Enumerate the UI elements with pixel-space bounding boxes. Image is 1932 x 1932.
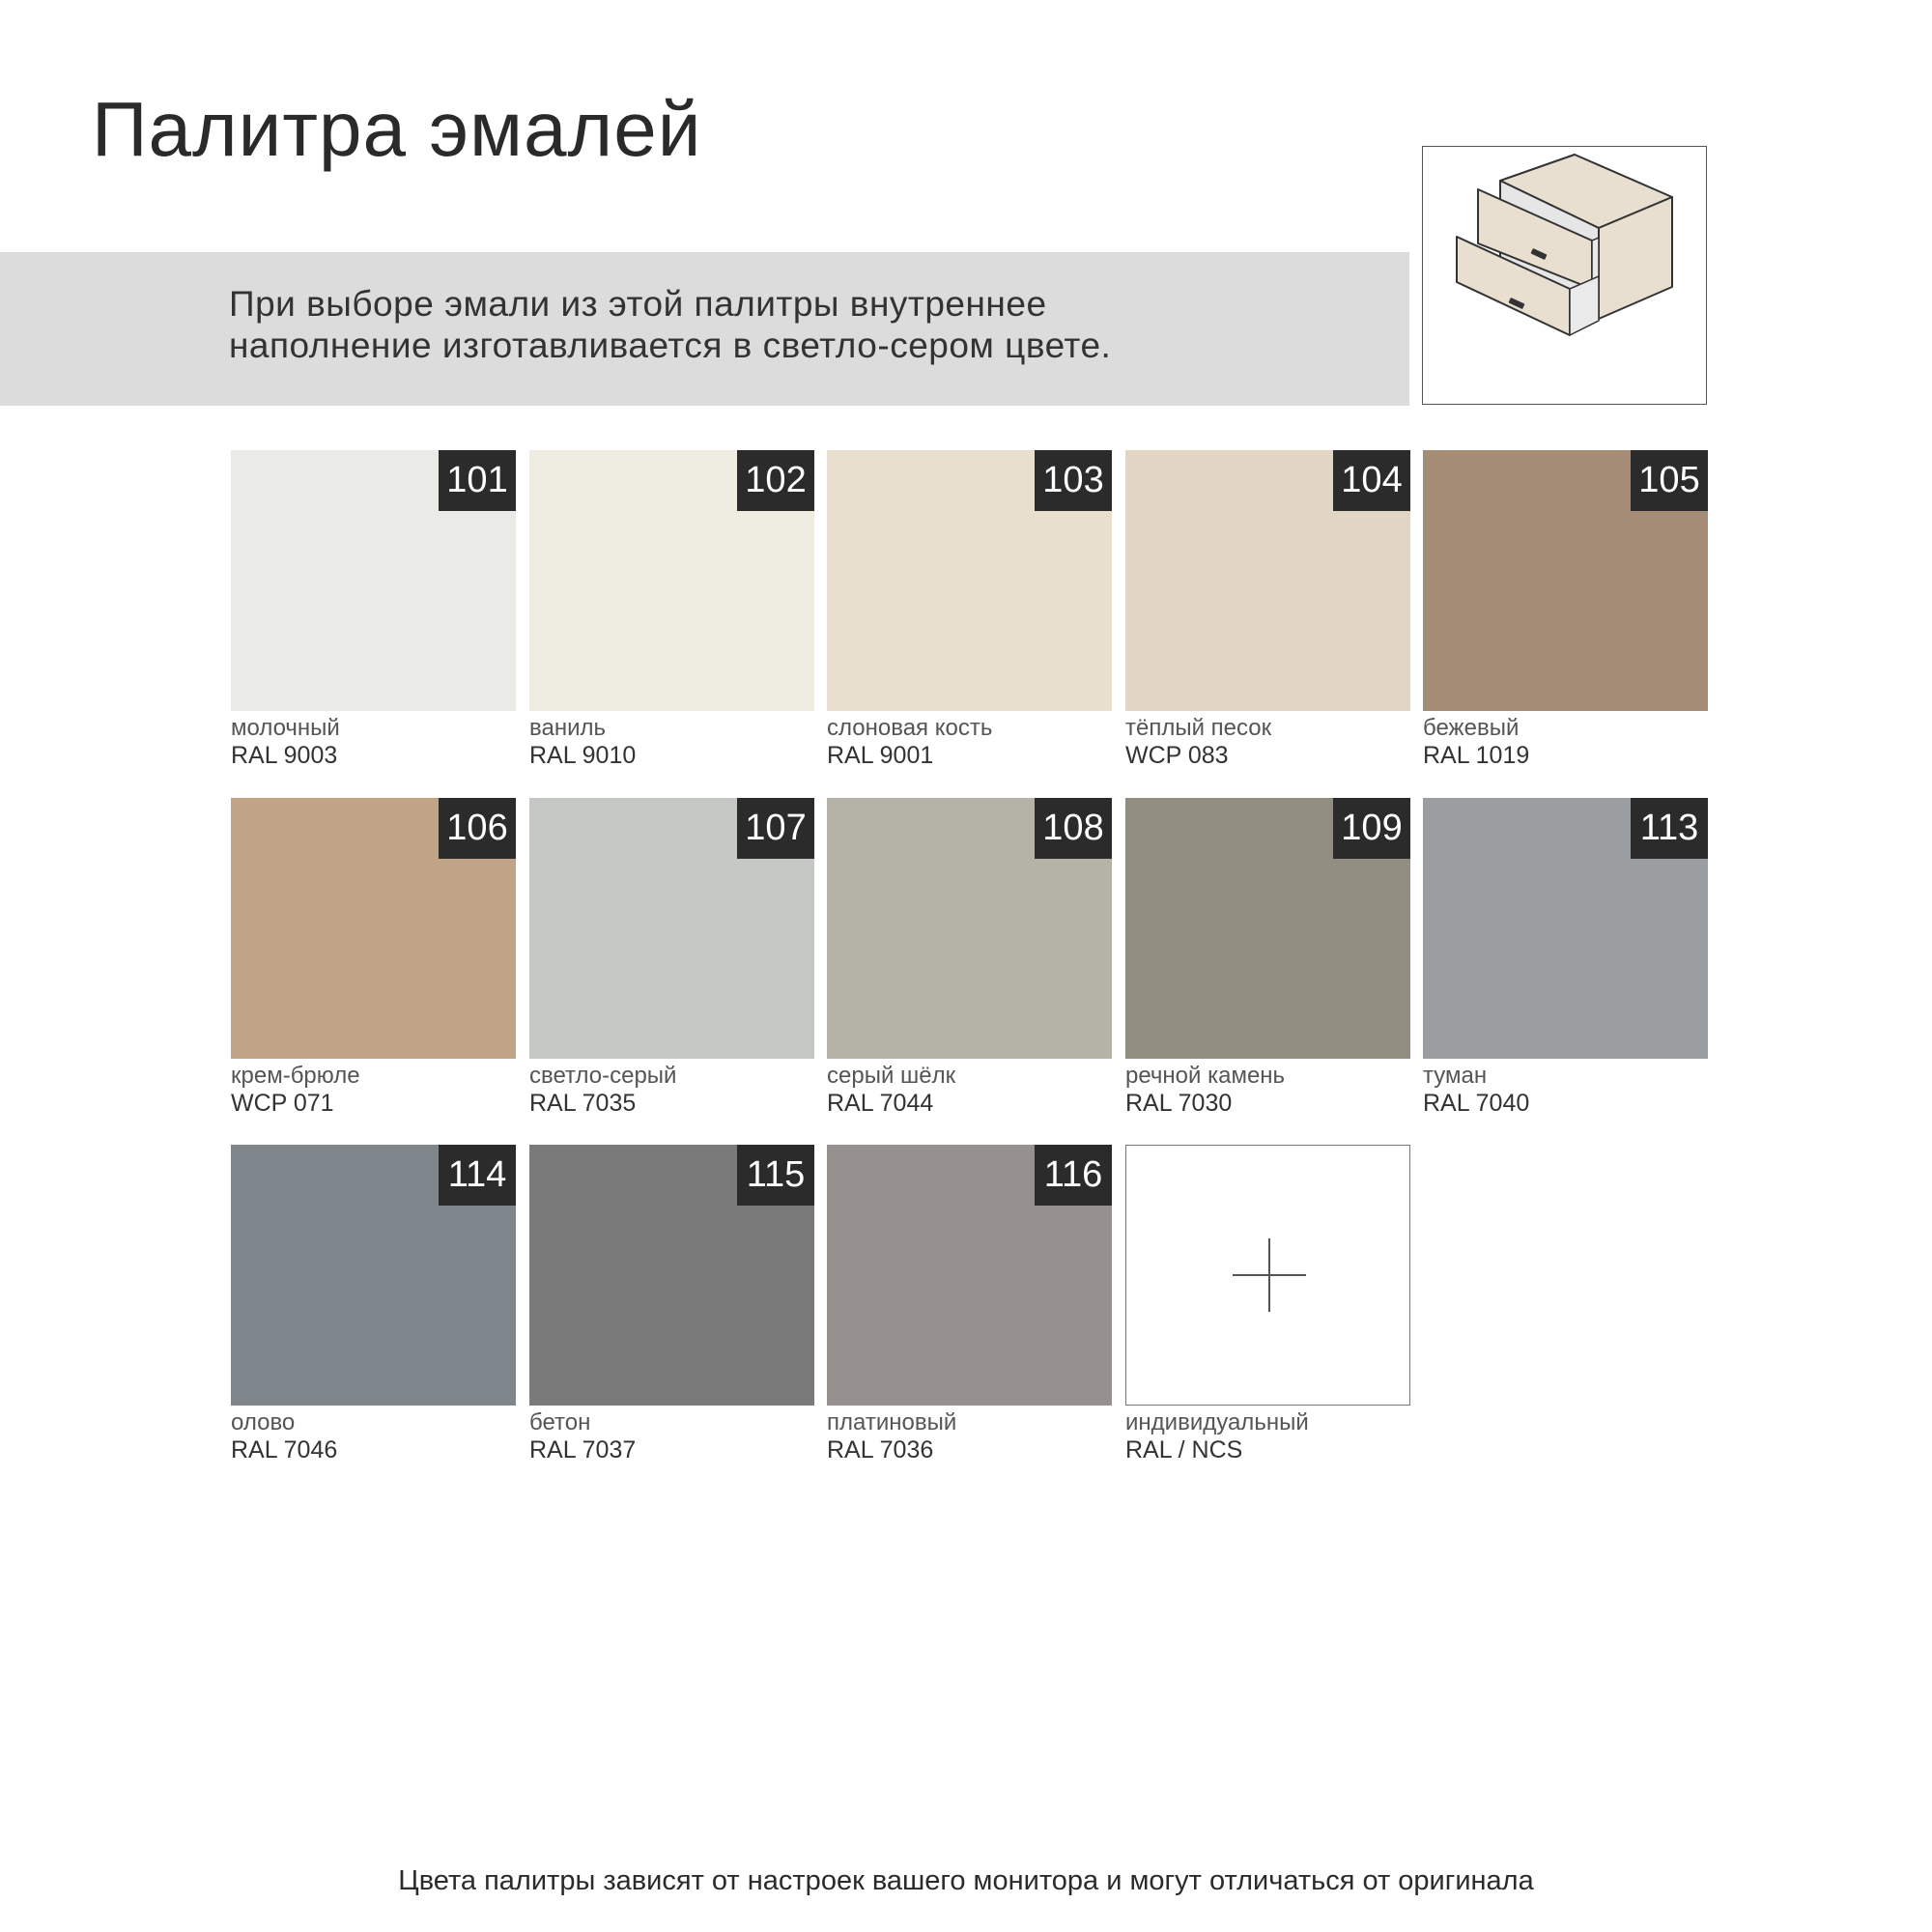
- swatch-115[interactable]: 115 бетон RAL 7037: [529, 1145, 814, 1463]
- swatch-number-badge: 103: [1035, 450, 1112, 511]
- swatch-code: RAL 1019: [1423, 742, 1530, 769]
- swatch-code: RAL / NCS: [1125, 1436, 1243, 1463]
- color-chip[interactable]: 105: [1423, 450, 1708, 711]
- swatch-name: светло-серый: [529, 1063, 677, 1089]
- footer-note: Цвета палитры зависят от настроек вашего…: [398, 1865, 1534, 1896]
- swatch-106[interactable]: 106 крем-брюле WCP 071: [231, 798, 516, 1117]
- color-chip[interactable]: 109: [1125, 798, 1410, 1059]
- swatch-114[interactable]: 114 олово RAL 7046: [231, 1145, 516, 1463]
- page-title: Палитра эмалей: [92, 86, 702, 172]
- swatch-number-badge: 115: [737, 1145, 814, 1206]
- swatch-code: RAL 7040: [1423, 1090, 1530, 1117]
- swatch-code: WCP 071: [231, 1090, 334, 1117]
- swatch-code: RAL 7036: [827, 1436, 934, 1463]
- swatch-103[interactable]: 103 слоновая кость RAL 9001: [827, 450, 1112, 769]
- notice-text: При выборе эмали из этой палитры внутрен…: [229, 283, 1111, 366]
- swatch-name: платиновый: [827, 1409, 957, 1435]
- notice-line-1: При выборе эмали из этой палитры внутрен…: [229, 284, 1047, 324]
- color-chip[interactable]: 114: [231, 1145, 516, 1406]
- color-chip[interactable]: 104: [1125, 450, 1410, 711]
- swatch-code: RAL 7030: [1125, 1090, 1233, 1117]
- swatch-116[interactable]: 116 платиновый RAL 7036: [827, 1145, 1112, 1463]
- color-chip[interactable]: 106: [231, 798, 516, 1059]
- color-chip[interactable]: 107: [529, 798, 814, 1059]
- swatch-number-badge: 113: [1631, 798, 1708, 859]
- swatch-number-badge: 106: [439, 798, 516, 859]
- swatch-number-badge: 105: [1631, 450, 1708, 511]
- swatch-custom[interactable]: индивидуальный RAL / NCS: [1125, 1145, 1410, 1463]
- swatch-code: RAL 9001: [827, 742, 934, 769]
- swatch-number-badge: 102: [737, 450, 814, 511]
- drawer-illustration: [1422, 146, 1707, 405]
- swatch-code: RAL 9003: [231, 742, 338, 769]
- swatch-108[interactable]: 108 серый шёлк RAL 7044: [827, 798, 1112, 1117]
- swatch-name: туман: [1423, 1063, 1488, 1089]
- swatch-number-badge: 104: [1333, 450, 1410, 511]
- color-chip[interactable]: 102: [529, 450, 814, 711]
- notice-band: При выборе эмали из этой палитры внутрен…: [0, 252, 1409, 406]
- swatch-109[interactable]: 109 речной камень RAL 7030: [1125, 798, 1410, 1117]
- swatch-number-badge: 109: [1333, 798, 1410, 859]
- color-chip[interactable]: 115: [529, 1145, 814, 1406]
- color-chip[interactable]: 108: [827, 798, 1112, 1059]
- swatch-number-badge: 114: [439, 1145, 516, 1206]
- color-chip[interactable]: 103: [827, 450, 1112, 711]
- swatch-105[interactable]: 105 бежевый RAL 1019: [1423, 450, 1708, 769]
- swatch-name: серый шёлк: [827, 1063, 956, 1089]
- swatch-code: RAL 7035: [529, 1090, 637, 1117]
- swatch-code: WCP 083: [1125, 742, 1229, 769]
- swatch-number-badge: 116: [1035, 1145, 1112, 1206]
- swatch-name: олово: [231, 1409, 296, 1435]
- notice-line-2: наполнение изготавливается в светло-серо…: [229, 326, 1112, 365]
- swatch-name: тёплый песок: [1125, 715, 1272, 741]
- swatch-113[interactable]: 113 туман RAL 7040: [1423, 798, 1708, 1117]
- swatch-name: крем-брюле: [231, 1063, 360, 1089]
- swatch-name: ваниль: [529, 715, 606, 741]
- color-chip[interactable]: 116: [827, 1145, 1112, 1406]
- custom-color-chip[interactable]: [1125, 1145, 1410, 1406]
- swatch-code: RAL 7046: [231, 1436, 338, 1463]
- swatch-number-badge: 107: [737, 798, 814, 859]
- color-chip[interactable]: 101: [231, 450, 516, 711]
- swatch-name: молочный: [231, 715, 340, 741]
- color-chip[interactable]: 113: [1423, 798, 1708, 1059]
- swatch-101[interactable]: 101 молочный RAL 9003: [231, 450, 516, 769]
- swatch-code: RAL 9010: [529, 742, 637, 769]
- drawer-unit-icon: [1456, 154, 1673, 336]
- swatch-number-badge: 108: [1035, 798, 1112, 859]
- swatch-number-badge: 101: [439, 450, 516, 511]
- swatch-name: индивидуальный: [1125, 1409, 1309, 1435]
- swatch-104[interactable]: 104 тёплый песок WCP 083: [1125, 450, 1410, 769]
- swatch-name: бежевый: [1423, 715, 1520, 741]
- swatch-102[interactable]: 102 ваниль RAL 9010: [529, 450, 814, 769]
- swatch-code: RAL 7044: [827, 1090, 934, 1117]
- swatch-name: речной камень: [1125, 1063, 1286, 1089]
- swatch-name: бетон: [529, 1409, 591, 1435]
- swatch-code: RAL 7037: [529, 1436, 637, 1463]
- swatch-name: слоновая кость: [827, 715, 993, 741]
- swatch-107[interactable]: 107 светло-серый RAL 7035: [529, 798, 814, 1117]
